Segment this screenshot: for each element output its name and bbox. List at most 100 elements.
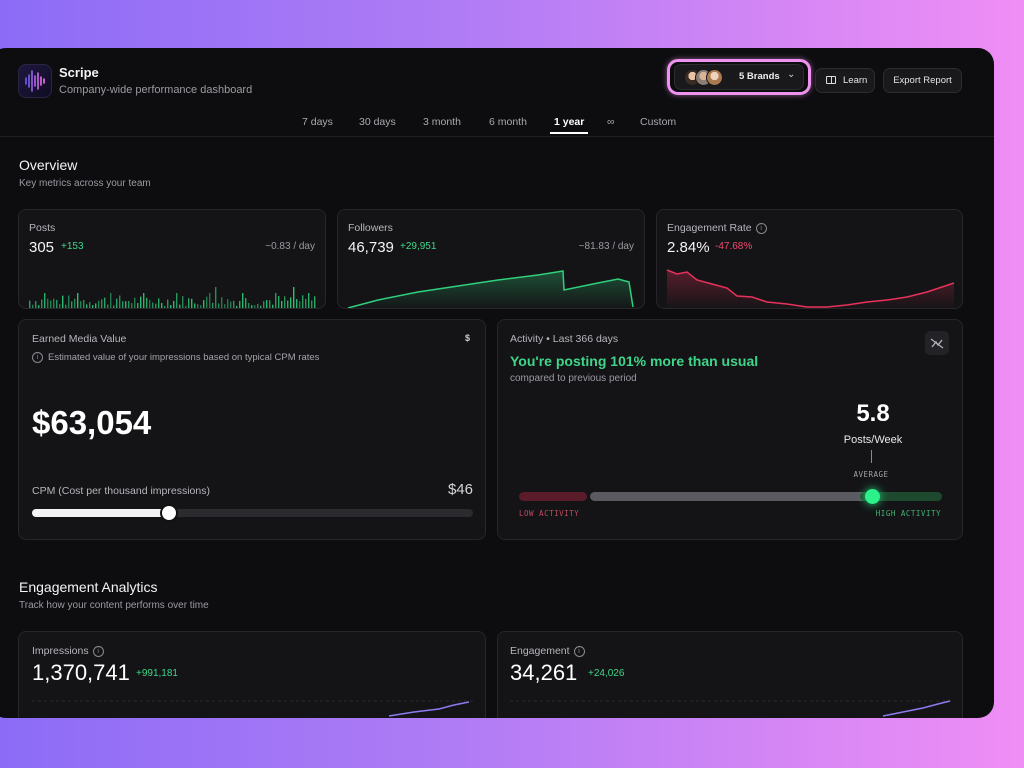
posts-bar [164, 305, 166, 308]
posts-bar [209, 293, 211, 308]
posts-bar [98, 300, 100, 308]
posts-bar [311, 300, 313, 308]
posts-bar [314, 296, 316, 308]
posts-bar [242, 293, 244, 308]
posts-bar [92, 305, 94, 308]
emv-info: i Estimated value of your impressions bas… [32, 352, 319, 363]
followers-card[interactable]: Followers 46,739 +29,951 ~81.83 / day [337, 209, 645, 309]
posts-bar [305, 298, 307, 308]
posts-bar [200, 305, 202, 308]
posts-bar [104, 297, 106, 308]
chevron-down-icon: ⌄ [787, 69, 796, 80]
posts-bar [194, 303, 196, 308]
gauge-indicator [864, 489, 880, 504]
brands-label: 5 Brands [739, 71, 780, 82]
posts-bar [296, 299, 298, 308]
impressions-card[interactable]: Impressions i 1,370,741 +991,181 [18, 631, 486, 718]
posts-bar [131, 303, 133, 308]
posts-bar [206, 296, 208, 308]
posts-bar [41, 299, 43, 308]
posts-bar [65, 304, 67, 308]
tab-1-year[interactable]: 1 year [554, 116, 585, 128]
posts-card[interactable]: Posts 305 +153 ~0.83 / day [18, 209, 326, 309]
tab-7-days[interactable]: 7 days [302, 116, 333, 128]
posts-bar [191, 298, 193, 308]
posts-delta: +153 [61, 241, 84, 252]
waveform-icon [25, 70, 45, 92]
posts-bar [203, 300, 205, 308]
posts-bar [152, 302, 154, 308]
posts-bar [239, 301, 241, 308]
learn-button[interactable]: Learn [815, 68, 875, 93]
posts-bar [188, 298, 190, 308]
posts-bar [221, 297, 223, 308]
posts-bar [215, 287, 217, 308]
followers-sparkline [347, 270, 634, 308]
brand-avatar [706, 69, 723, 86]
tab-30-days[interactable]: 30 days [359, 116, 396, 128]
export-report-button[interactable]: Export Report [883, 68, 962, 93]
posts-bar [62, 295, 64, 308]
posts-bar [119, 295, 121, 308]
posts-bar [302, 295, 304, 308]
posts-bar [269, 300, 271, 308]
engagement-value: 34,261 [510, 660, 578, 685]
info-icon[interactable]: i [32, 352, 43, 363]
tab-3-month[interactable]: 3 month [423, 116, 461, 128]
tab-6-month[interactable]: 6 month [489, 116, 527, 128]
engagement-rate-card[interactable]: Engagement Rate i 2.84% -47.68% [656, 209, 963, 309]
posts-bar [32, 304, 34, 308]
posts-bar [107, 304, 109, 308]
posts-bar [38, 305, 40, 308]
posts-bar [56, 299, 58, 308]
posts-bar [53, 298, 55, 308]
posts-bar [125, 301, 127, 308]
posts-bar [218, 303, 220, 308]
active-tab-indicator [550, 132, 588, 134]
posts-bar [293, 287, 295, 308]
cpm-value: $46 [447, 481, 473, 498]
high-activity-label: HIGH ACTIVITY [875, 509, 941, 518]
posts-bar [182, 296, 184, 308]
posts-bar [212, 302, 214, 308]
posts-bar [47, 298, 49, 308]
info-icon[interactable]: i [755, 223, 767, 234]
posts-bar [263, 301, 265, 308]
cpm-slider-track[interactable] [32, 504, 473, 522]
followers-delta: +29,951 [400, 241, 437, 252]
posts-bar [80, 301, 82, 308]
posts-bar [35, 301, 37, 308]
info-icon[interactable]: i [573, 646, 585, 657]
engagement-analytics-subtitle: Track how your content performs over tim… [19, 600, 209, 611]
posts-bar [44, 293, 46, 308]
earned-media-value-card: Earned Media Value $ i Estimated value of… [18, 319, 486, 540]
app-window: Scripe Company-wide performance dashboar… [0, 48, 994, 718]
posts-bar [236, 305, 238, 308]
tab-custom[interactable]: Custom [640, 116, 677, 128]
activity-gauge [519, 489, 942, 504]
impressions-value: 1,370,741 [32, 660, 130, 685]
posts-bar [83, 299, 85, 308]
activity-subline: compared to previous period [510, 373, 637, 384]
header-divider [0, 136, 994, 137]
posts-bar [284, 296, 286, 308]
engagement-rate-label: Engagement Rate i [667, 222, 767, 234]
tab-all-time[interactable]: ∞ [607, 116, 615, 128]
posts-bar [155, 303, 157, 308]
engagement-card[interactable]: Engagement i 34,261 +24,026 [497, 631, 963, 718]
engagement-sparkline [510, 700, 952, 717]
gauge-low-segment [519, 492, 587, 501]
brands-selector-button[interactable]: 5 Brands ⌄ [674, 64, 804, 90]
cpm-slider-handle[interactable] [159, 504, 178, 522]
posts-sparkline-bars [29, 287, 316, 308]
app-subtitle: Company-wide performance dashboard [59, 84, 253, 96]
posts-bar [146, 297, 148, 308]
impressions-sparkline [32, 700, 474, 717]
posts-bar [290, 297, 292, 308]
cpm-slider-fill [32, 509, 169, 517]
info-icon[interactable]: i [92, 646, 104, 657]
posts-bar [86, 304, 88, 308]
trend-chart-button[interactable] [925, 331, 949, 355]
posts-bar [74, 298, 76, 308]
posts-value: 305 [29, 239, 55, 256]
